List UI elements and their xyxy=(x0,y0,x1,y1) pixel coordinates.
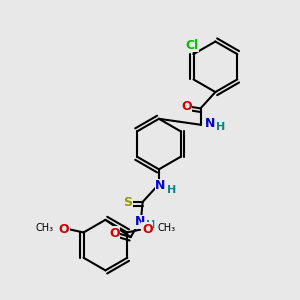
Text: O: O xyxy=(181,100,192,113)
Text: H: H xyxy=(146,220,155,230)
Text: H: H xyxy=(167,184,176,194)
Text: O: O xyxy=(58,223,69,236)
Text: H: H xyxy=(216,122,225,132)
Text: CH₃: CH₃ xyxy=(36,223,54,233)
Text: S: S xyxy=(123,196,132,208)
Text: Cl: Cl xyxy=(185,39,199,52)
Text: N: N xyxy=(205,117,215,130)
Text: O: O xyxy=(142,223,152,236)
Text: N: N xyxy=(134,215,145,228)
Text: CH₃: CH₃ xyxy=(157,223,175,233)
Text: O: O xyxy=(109,227,120,240)
Text: N: N xyxy=(155,179,166,192)
